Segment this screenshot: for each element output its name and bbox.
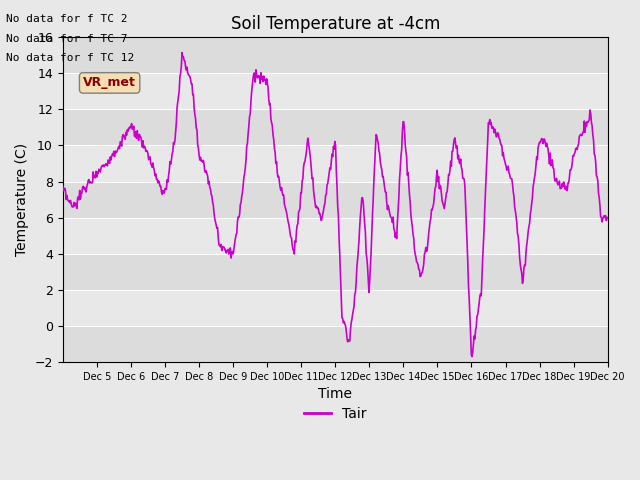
Text: No data for f TC 12: No data for f TC 12 [6, 53, 134, 63]
Bar [63, 73, 608, 109]
X-axis label: Time: Time [318, 387, 352, 401]
Title: Soil Temperature at -4cm: Soil Temperature at -4cm [230, 15, 440, 33]
Text: VR_met: VR_met [83, 76, 136, 89]
Legend: Tair: Tair [298, 401, 372, 426]
Text: No data for f TC 7: No data for f TC 7 [6, 34, 128, 44]
Bar [63, 37, 608, 73]
Bar [63, 145, 608, 181]
Y-axis label: Temperature (C): Temperature (C) [15, 143, 29, 256]
Bar [63, 109, 608, 145]
Bar [63, 253, 608, 290]
Bar [63, 217, 608, 253]
Bar [63, 290, 608, 326]
Text: No data for f TC 2: No data for f TC 2 [6, 14, 128, 24]
Bar [63, 181, 608, 217]
Bar [63, 326, 608, 362]
